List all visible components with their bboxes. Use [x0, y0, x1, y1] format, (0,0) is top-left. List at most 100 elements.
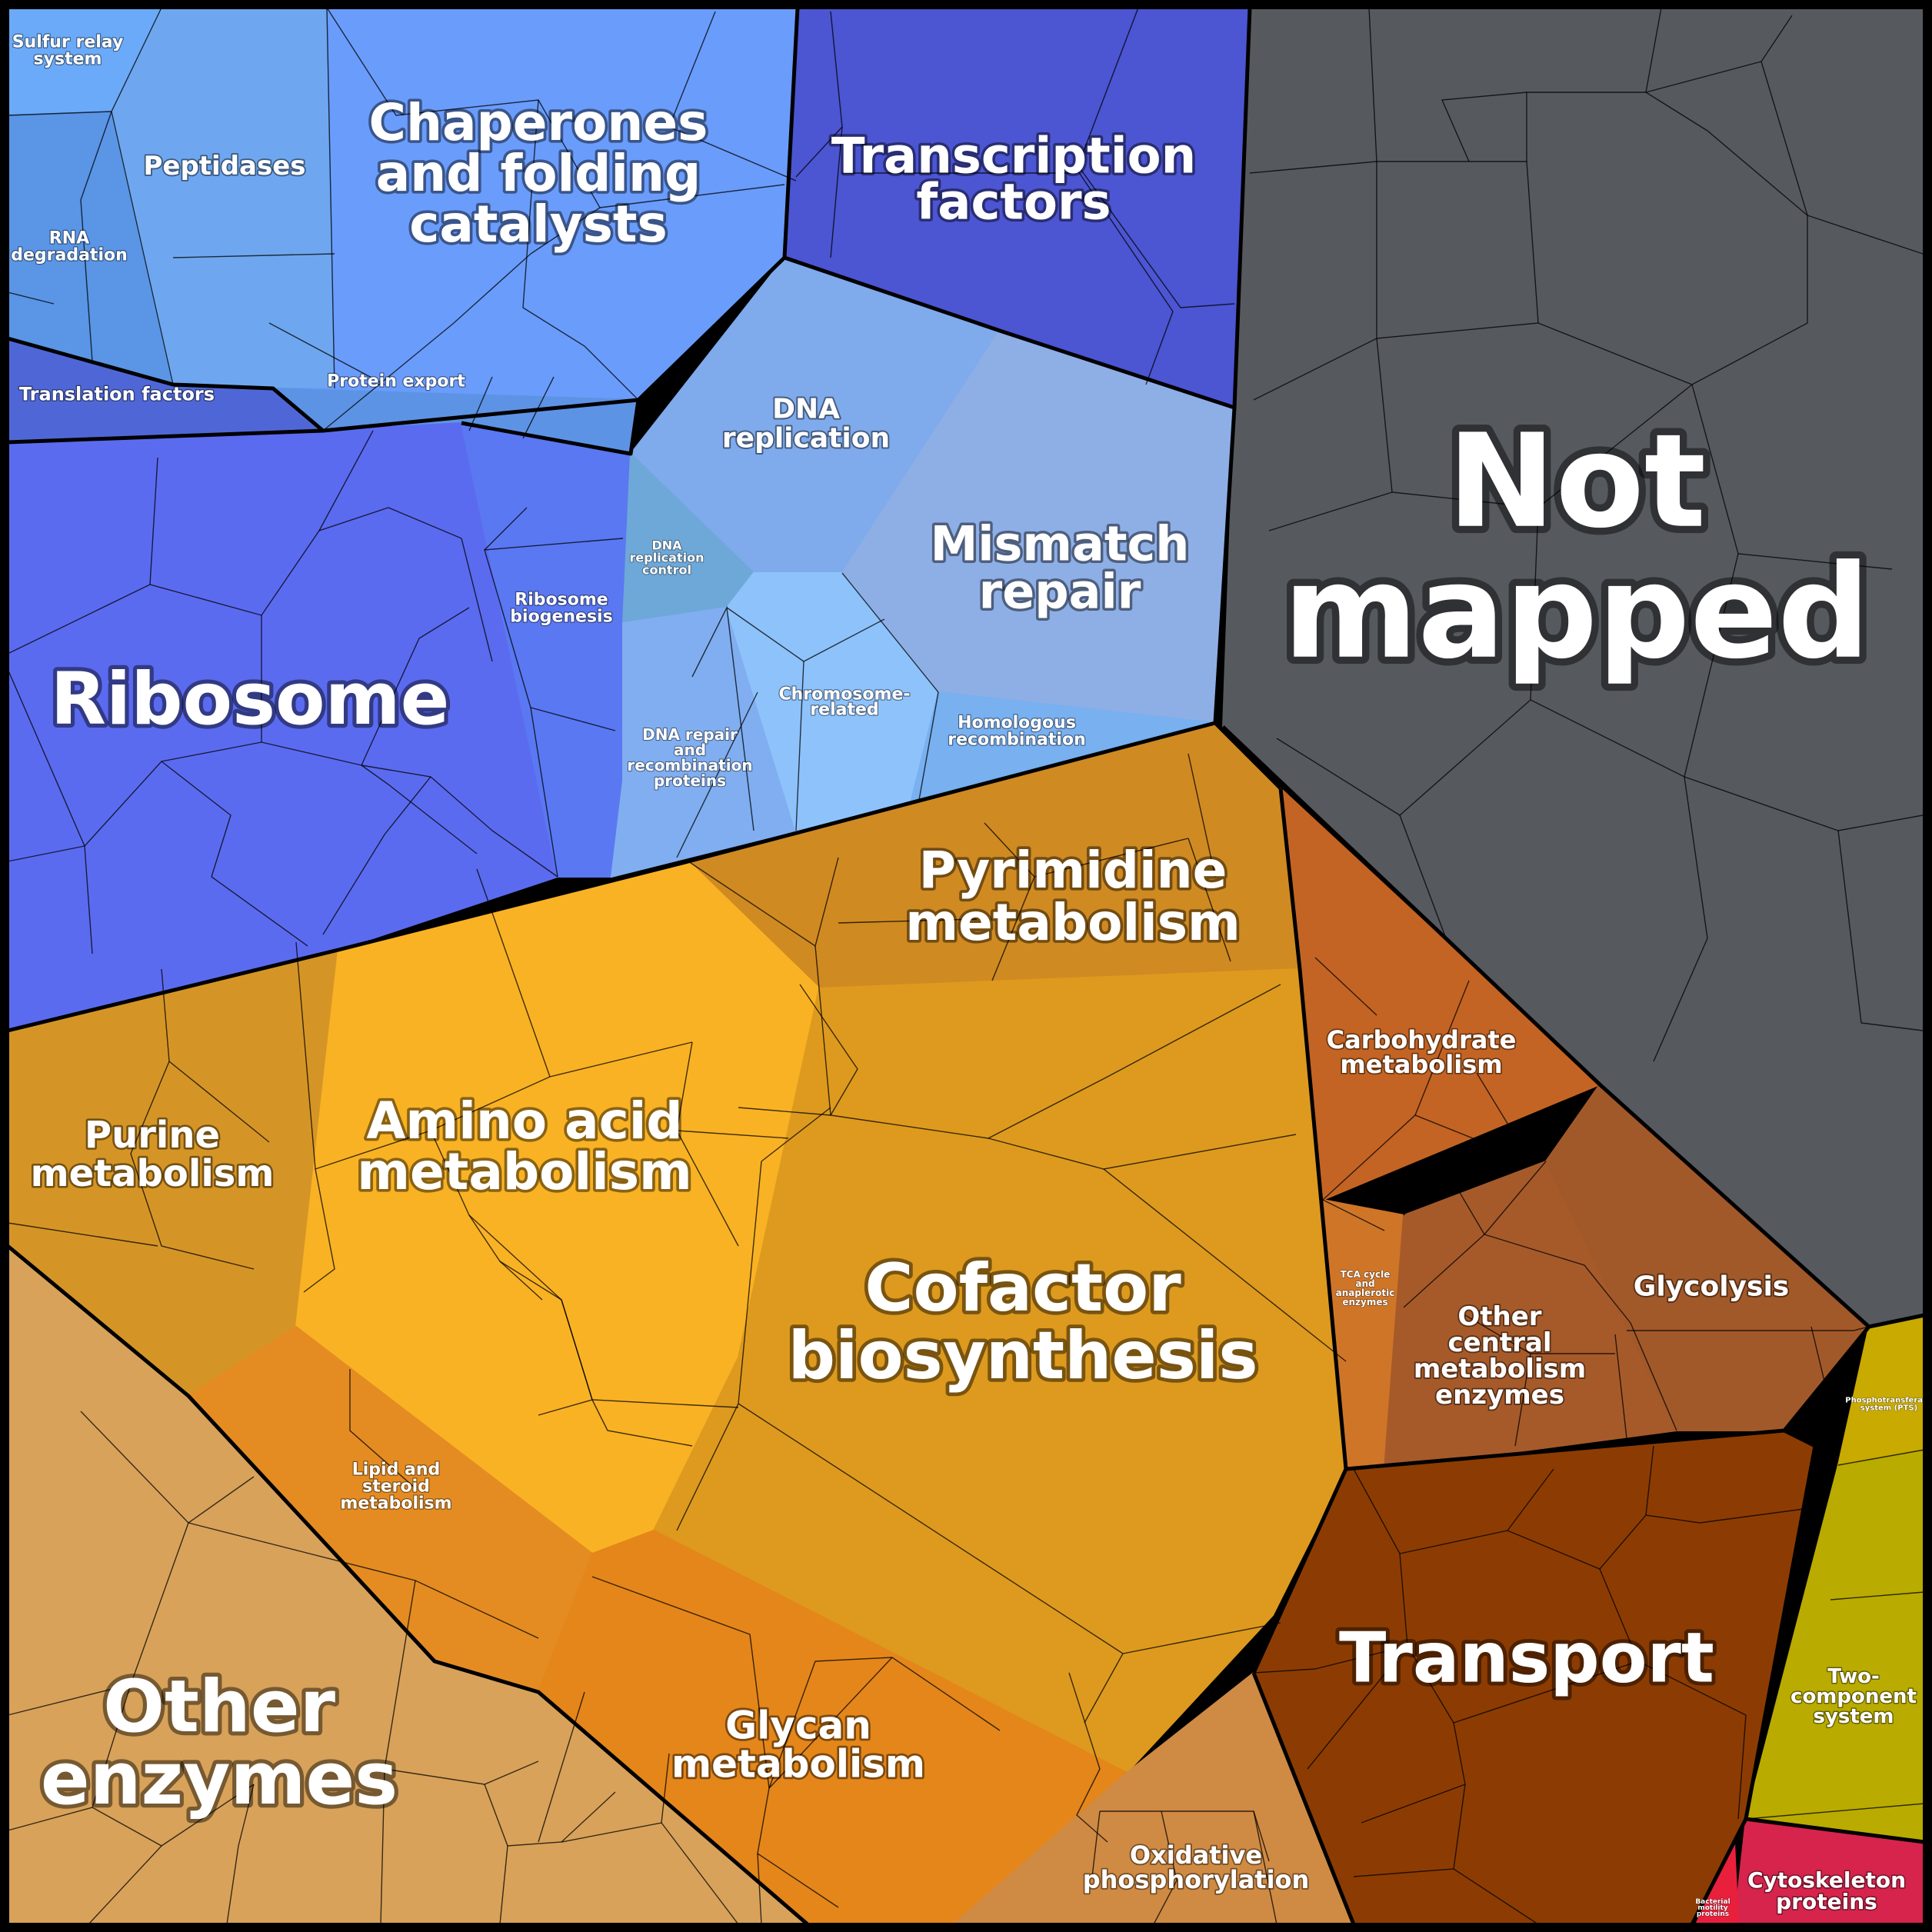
rna-degradation-label: RNA degradation — [11, 229, 128, 265]
cell-boundary — [918, 691, 939, 801]
cell-boundary — [522, 376, 555, 439]
tca-cycle-label-line: TCA cycle — [1341, 1269, 1391, 1280]
cell-boundary — [130, 1061, 255, 1270]
cell-boundary — [484, 538, 624, 551]
other-central-metabolism-label-line: Other — [1457, 1301, 1541, 1332]
cell-boundary — [1068, 1672, 1101, 1770]
cell-boundary — [161, 761, 232, 878]
transport-label: Transport — [1339, 1618, 1714, 1699]
cell-boundary — [1837, 830, 1924, 1031]
cytoskeleton-proteins-label-line: proteins — [1776, 1889, 1877, 1914]
rna-degradation-label-line: RNA — [49, 229, 89, 248]
dna-repair-label-line: DNA repair — [642, 725, 738, 744]
chaperones-label-line: catalysts — [409, 195, 668, 254]
chromosome-related-label: Chromosome-related — [779, 685, 911, 720]
glycolysis-label: Glycolysis — [1634, 1271, 1789, 1303]
cell-boundary — [499, 1261, 562, 1301]
sulfur-relay-system-label-line: Sulfur relay — [12, 33, 124, 52]
cell-boundary — [830, 126, 843, 258]
cell-boundary — [799, 984, 858, 1116]
cell-boundary — [1145, 311, 1174, 385]
cell-boundary — [1353, 1468, 1554, 1554]
cell-boundary — [7, 845, 85, 862]
chaperones-label-line: and folding — [376, 144, 701, 203]
cell-boundary — [322, 776, 431, 935]
transport-label-line: Transport — [1339, 1618, 1714, 1699]
cell-boundary — [1091, 1810, 1101, 1877]
glycan-metabolism-label: Glycan metabolism — [671, 1704, 925, 1787]
cell-boundary — [676, 1130, 739, 1247]
purine-metabolism-label-line: metabolism — [31, 1152, 275, 1195]
dna-replication-label-line: replication — [722, 423, 890, 455]
homologous-recombination-label-line: recombination — [948, 731, 1085, 750]
cell-boundary — [1414, 980, 1470, 1116]
ribosome-label-line: Ribosome — [51, 658, 450, 741]
cell-boundary — [1268, 491, 1393, 531]
cell-boundary — [318, 430, 374, 531]
cell-boundary — [1737, 1714, 1747, 1820]
transcription-factors-label-line: factors — [916, 174, 1111, 231]
glycolysis-label-line: Glycolysis — [1634, 1271, 1789, 1303]
cell-boundary — [326, 7, 335, 389]
transcription-factors-label: Transcription factors — [831, 128, 1196, 231]
phosphotransferase-system-label: Phosphotransferase system (PTS) — [1845, 1397, 1932, 1413]
cell-boundary — [84, 741, 262, 954]
carbohydrate-metabolism-label-line: Carbohydrate — [1327, 1025, 1517, 1054]
pyrimidine-metabolism-label-line: Pyrimidine — [919, 841, 1227, 900]
cell-boundary — [522, 99, 639, 401]
cell-boundary — [1368, 7, 1662, 162]
cell-boundary — [1103, 1168, 1347, 1362]
cell-boundary — [1837, 1449, 1925, 1466]
two-component-system-label-line: Two- — [1827, 1665, 1880, 1688]
cell-boundary — [726, 607, 885, 662]
mismatch-repair-label: Mismatch repair — [931, 516, 1190, 620]
pyrimidine-metabolism-label: Pyrimidine metabolism — [905, 841, 1241, 952]
cell-boundary — [476, 868, 551, 1078]
pyrimidine-metabolism-label-line: metabolism — [905, 893, 1241, 952]
not-mapped-label: Not mapped — [1283, 406, 1870, 688]
region-boundary — [1221, 725, 1925, 1329]
region-boundary — [1745, 1817, 1925, 1844]
cell-boundary — [1476, 1072, 1531, 1162]
cell-boundary — [661, 1822, 739, 1925]
oxidative-phosphorylation-label: Oxidative phosphorylation — [1083, 1840, 1310, 1894]
cell-boundary — [1153, 1810, 1178, 1925]
lipid-steroid-metabolism-label-line: Lipid and — [352, 1461, 441, 1480]
other-central-metabolism-label: Other central metabolism enzymes — [1414, 1301, 1586, 1411]
cell-boundary — [361, 764, 558, 878]
cell-boundary — [538, 1691, 585, 1843]
cell-boundary — [322, 253, 531, 431]
tca-cycle-label-line: and — [1355, 1278, 1374, 1289]
cell-boundary — [1080, 168, 1235, 308]
cell-boundary — [1614, 1334, 1627, 1439]
cell-boundary — [268, 322, 385, 385]
cell-boundary — [1314, 957, 1377, 1016]
cell-boundary — [211, 876, 308, 947]
other-enzymes-label: Other enzymes — [41, 1665, 398, 1821]
cell-boundary — [226, 1784, 255, 1925]
region-boundary — [784, 255, 1235, 410]
oxidative-phosphorylation-label-line: Oxidative — [1130, 1840, 1262, 1870]
cell-boundary — [1645, 1445, 1654, 1516]
cofactor-biosynthesis-label-line: biosynthesis — [788, 1317, 1257, 1394]
cell-boundary — [88, 1845, 162, 1925]
translation-factors-label-line: Translation factors — [19, 383, 215, 405]
cytoskeleton-proteins-label: Cytoskeleton proteins — [1747, 1867, 1906, 1914]
cell-boundary — [1830, 1591, 1925, 1601]
dna-repair-label-line: proteins — [654, 771, 726, 790]
bacterial-motility-proteins-label-line: Bacterial — [1695, 1898, 1730, 1906]
cell-boundary — [761, 1107, 831, 1162]
cell-boundary — [461, 538, 493, 662]
cell-boundary — [1100, 1810, 1270, 1862]
cell-boundary — [315, 1130, 593, 1416]
dna-replication-control-label-line: DNA — [651, 538, 682, 553]
lipid-steroid-metabolism-label-line: metabolism — [340, 1494, 451, 1514]
ribosome-biogenesis-label-line: biogenesis — [510, 608, 612, 627]
dna-replication-label-line: DNA — [772, 394, 840, 425]
cell-boundary — [7, 1411, 189, 1716]
cell-boundary — [814, 945, 820, 989]
cell-boundary — [1537, 215, 1808, 385]
bacterial-motility-proteins-label: Bacterial motility proteins — [1695, 1898, 1730, 1918]
cell-boundary — [838, 918, 978, 924]
